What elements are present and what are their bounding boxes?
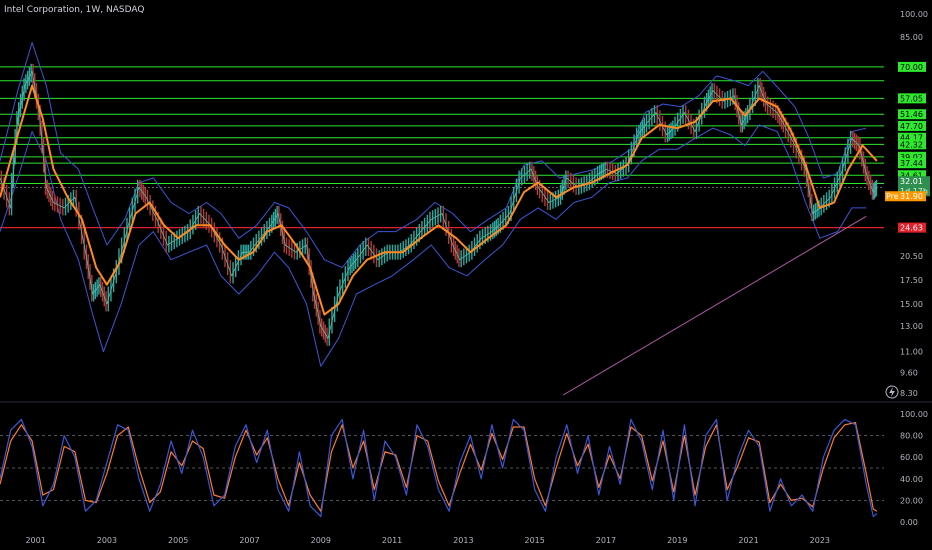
- price-axis-tick: 13.00: [900, 322, 923, 331]
- time-axis-tick: 2001: [25, 536, 45, 545]
- level-price-tag: [898, 61, 926, 72]
- stoch-axis-tick: 80.00: [900, 432, 923, 441]
- level-price-tag-label: 42.32: [900, 140, 923, 149]
- level-price-tag: [898, 158, 926, 169]
- stoch-k-line: [0, 418, 878, 518]
- sma-line: [0, 84, 878, 316]
- stoch-axis-tick: 100.00: [900, 410, 928, 419]
- level-price-tag: [898, 139, 926, 150]
- price-axis-tick: 20.50: [900, 252, 923, 261]
- support-price-tag: [898, 222, 926, 233]
- stoch-d-line: [0, 422, 878, 512]
- level-price-tag-label: 39.02: [900, 153, 923, 162]
- upper-band-line: [0, 42, 867, 269]
- stoch-axis-tick: 60.00: [900, 453, 923, 462]
- pre-market-badge-label: Pre: [886, 192, 899, 201]
- level-price-tag: [898, 109, 926, 120]
- lower-band-line: [0, 124, 867, 367]
- time-axis-tick: 2021: [738, 536, 758, 545]
- price-axis-tick: 17.50: [900, 276, 923, 285]
- level-price-tag-label: 51.46: [900, 110, 923, 119]
- pre-market-price-tag: [898, 191, 926, 202]
- time-axis-tick: 2017: [596, 536, 616, 545]
- level-price-tag-label: 57.05: [900, 94, 923, 103]
- level-price-tag-label: 70.00: [900, 63, 923, 72]
- price-axis-tick: 15.00: [900, 300, 923, 309]
- price-line: [0, 70, 878, 339]
- level-price-tag-label: 34.61: [900, 171, 923, 180]
- level-price-tag-label: 47.70: [900, 122, 923, 131]
- time-axis-tick: 2009: [311, 536, 331, 545]
- time-axis-tick: 2003: [97, 536, 117, 545]
- time-axis-tick: 2023: [810, 536, 830, 545]
- level-price-tag: [898, 170, 926, 181]
- level-price-tag: [898, 151, 926, 162]
- level-price-tag: [898, 120, 926, 131]
- last-price-tag-label: 32.01: [900, 177, 923, 186]
- price-axis-tick: 9.60: [900, 369, 918, 378]
- time-axis-tick: 2005: [168, 536, 188, 545]
- stoch-axis-tick: 20.00: [900, 496, 923, 505]
- time-axis-tick: 2011: [382, 536, 402, 545]
- stoch-axis-tick: 0.00: [900, 518, 918, 527]
- pre-market-price-tag-label: 31.90: [900, 192, 923, 201]
- level-price-tag: [898, 93, 926, 104]
- trendline[interactable]: [562, 215, 867, 396]
- lightning-icon[interactable]: [885, 385, 899, 399]
- lightning-icon-glyph: [889, 387, 895, 397]
- last-price-tag: [898, 176, 930, 197]
- time-axis-tick: 2019: [667, 536, 687, 545]
- support-price-tag-label: 24.63: [900, 224, 923, 233]
- time-axis-tick: 2007: [239, 536, 259, 545]
- price-axis-tick: 85.00: [900, 33, 923, 42]
- level-price-tag-label: 44.17: [900, 134, 923, 143]
- time-axis-tick: 2013: [453, 536, 473, 545]
- chart-title: Intel Corporation, 1W, NASDAQ: [4, 5, 145, 15]
- price-axis-tick: 100.00: [900, 10, 928, 19]
- time-axis-tick: 2015: [524, 536, 544, 545]
- price-axis-tick: 11.00: [900, 348, 923, 357]
- stoch-axis-tick: 40.00: [900, 475, 923, 484]
- price-axis-tick: 8.30: [900, 389, 918, 398]
- level-price-tag-label: 37.44: [900, 159, 923, 168]
- pre-market-badge: [885, 191, 899, 202]
- level-price-tag: [898, 132, 926, 143]
